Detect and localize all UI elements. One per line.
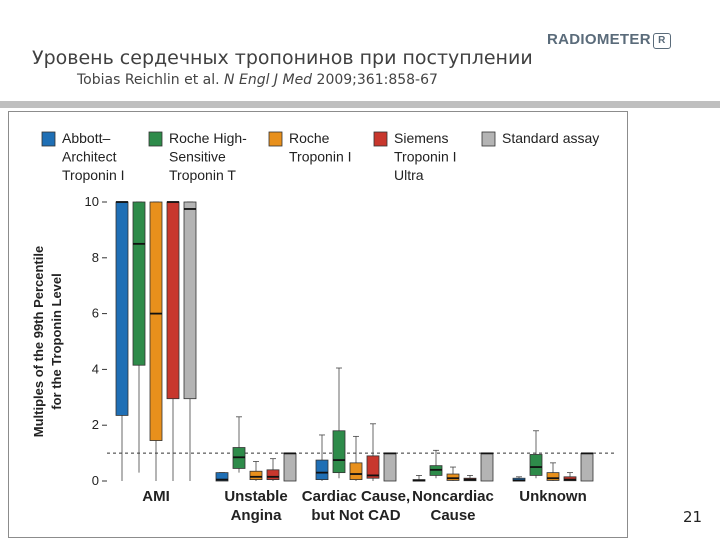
- citation-reference: 2009;361:858-67: [316, 72, 438, 88]
- page-number: 21: [683, 508, 703, 526]
- legend-label: Standard assay: [502, 130, 599, 146]
- legend-swatch: [148, 131, 163, 147]
- boxplot-chart: Multiples of the 99th Percentile for the …: [31, 130, 615, 524]
- y-axis-label-line1: Multiples of the 99th Percentile: [31, 246, 46, 437]
- y-tick-label: 8: [92, 250, 99, 265]
- legend-swatch: [481, 131, 496, 147]
- box-iqr: [315, 459, 329, 481]
- legend-label: Troponin T: [169, 167, 236, 183]
- box-iqr: [580, 452, 594, 482]
- legend-swatch: [373, 131, 388, 147]
- y-tick-label: 10: [85, 194, 99, 209]
- x-group-label: Unknown: [519, 488, 587, 505]
- x-group-label: Unstable: [224, 488, 287, 505]
- box-iqr: [349, 462, 363, 481]
- y-tick-label: 2: [92, 417, 99, 432]
- box-iqr: [332, 430, 346, 474]
- box-iqr: [546, 472, 560, 481]
- slide-title: Уровень сердечных тропонинов при поступл…: [32, 47, 533, 69]
- box-iqr: [366, 455, 380, 479]
- y-tick-label: 6: [92, 306, 99, 321]
- box-iqr: [283, 452, 297, 482]
- box-iqr: [115, 201, 129, 416]
- legend-label: Siemens: [394, 130, 448, 146]
- legend-label: Roche High-: [169, 130, 247, 146]
- box-iqr: [132, 201, 146, 366]
- legend-label: Ultra: [394, 167, 424, 183]
- legend-label: Troponin I: [289, 149, 352, 165]
- legend-label: Roche: [289, 130, 330, 146]
- box-iqr: [383, 452, 397, 482]
- y-axis-label-line2: for the Troponin Level: [49, 273, 64, 410]
- x-group-label: but Not CAD: [311, 507, 400, 524]
- x-group-label: Angina: [231, 507, 282, 524]
- box-iqr: [249, 470, 263, 481]
- box-iqr: [215, 472, 229, 482]
- radiometer-logo: RADIOMETER R: [547, 31, 671, 49]
- legend-swatch: [268, 131, 283, 147]
- x-group-label: AMI: [142, 488, 170, 505]
- box-iqr: [166, 201, 180, 400]
- x-group-label: Cause: [430, 507, 475, 524]
- registered-mark-icon: R: [652, 33, 671, 49]
- legend-label: Architect: [62, 149, 117, 165]
- legend-swatch: [41, 131, 56, 147]
- box-iqr: [149, 201, 163, 441]
- x-group-label: Cardiac Cause,: [302, 488, 410, 505]
- y-tick-label: 0: [92, 473, 99, 488]
- y-tick-label: 4: [92, 361, 99, 376]
- citation-journal: N Engl J Med: [224, 72, 313, 88]
- box-iqr: [480, 452, 494, 482]
- title-divider: [0, 101, 720, 108]
- box-iqr: [529, 454, 543, 476]
- x-group-label: Noncardiac: [412, 488, 494, 505]
- logo-text: RADIOMETER: [547, 31, 651, 48]
- citation: Tobias Reichlin et al. N Engl J Med 2009…: [77, 72, 438, 88]
- box-iqr: [446, 473, 460, 481]
- box-iqr: [266, 469, 280, 481]
- box-iqr: [183, 201, 197, 400]
- legend-label: Sensitive: [169, 149, 226, 165]
- legend-label: Troponin I: [62, 167, 125, 183]
- citation-authors: Tobias Reichlin et al.: [77, 72, 220, 88]
- chart-frame: Multiples of the 99th Percentile for the …: [8, 111, 628, 538]
- legend-label: Abbott–: [62, 130, 110, 146]
- legend-label: Troponin I: [394, 149, 457, 165]
